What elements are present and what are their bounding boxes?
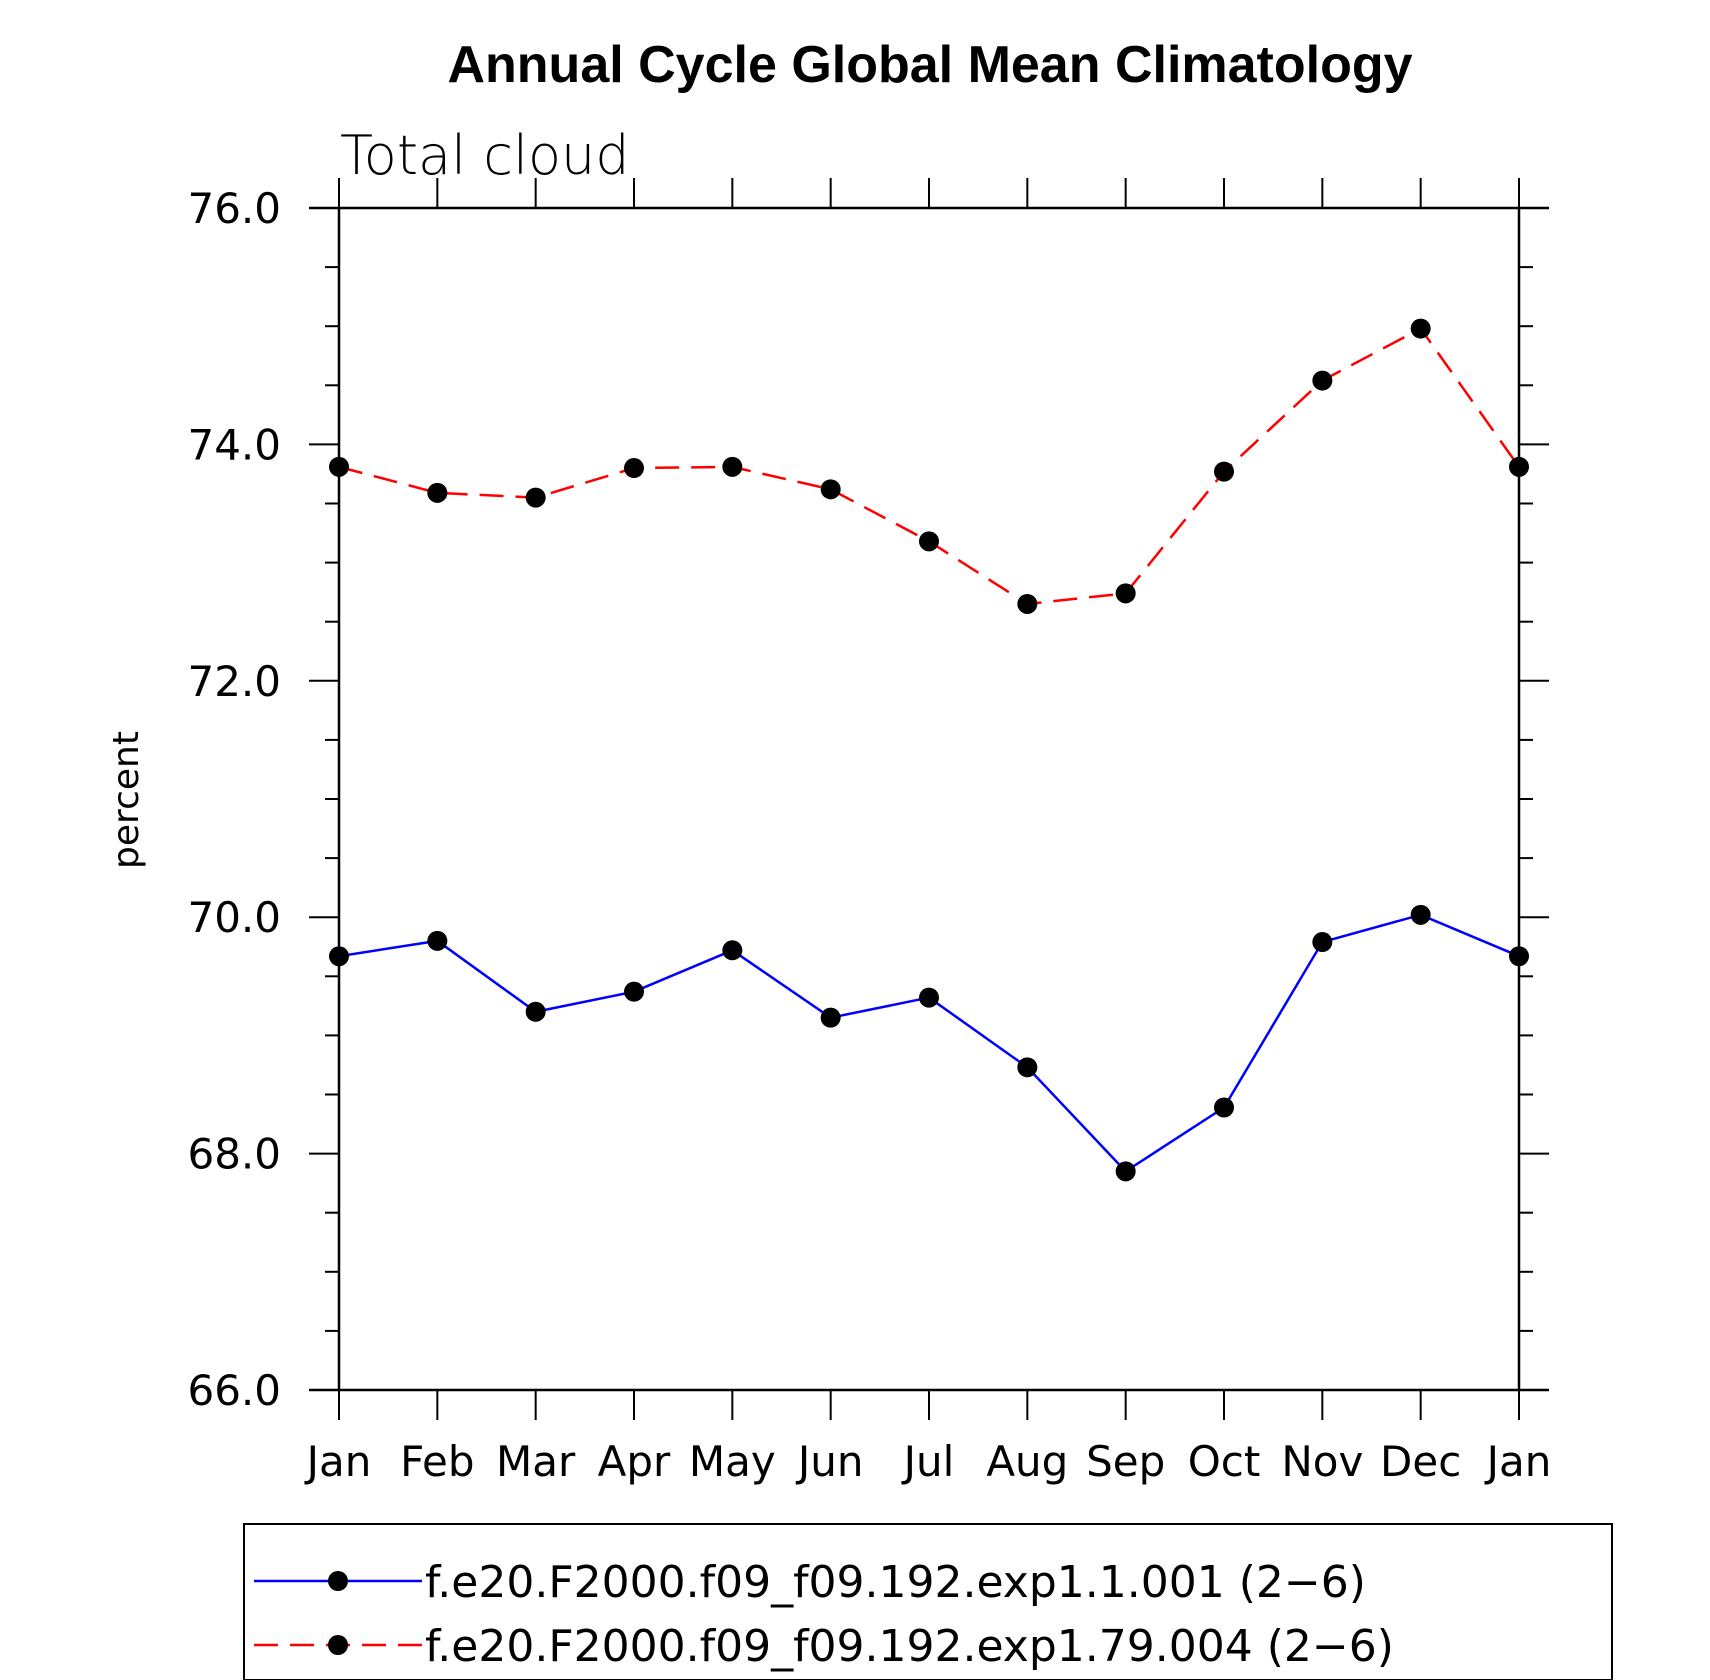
- x-tick-label: Dec: [1380, 1437, 1461, 1486]
- data-point: [820, 1007, 841, 1028]
- x-tick-label: Jul: [901, 1437, 955, 1486]
- y-tick-label: 72.0: [187, 657, 281, 706]
- legend-box: [243, 1523, 1613, 1680]
- y-tick-label: 70.0: [187, 893, 281, 942]
- legend-label-2: f.e20.F2000.f09_f09.192.exp1.79.004 (2−6…: [425, 1621, 1394, 1672]
- x-ticks: Jan Feb Mar Apr May Jun Jul Aug Sep Oct Nov Dec Jan: [304, 178, 1552, 1486]
- series-2: [329, 318, 1529, 614]
- data-point: [427, 930, 448, 951]
- x-tick-label: Apr: [598, 1437, 671, 1486]
- data-point: [1214, 461, 1234, 482]
- data-point: [329, 456, 349, 477]
- axes: [309, 206, 1549, 1392]
- data-point: [329, 946, 349, 967]
- x-tick-label: Jun: [795, 1437, 864, 1486]
- data-point: [1214, 1097, 1234, 1118]
- x-tick-label: Nov: [1281, 1437, 1363, 1486]
- data-point: [1115, 1161, 1136, 1182]
- data-point: [1312, 370, 1333, 391]
- series-line: [338, 326, 1521, 606]
- data-point: [1509, 456, 1529, 477]
- y-ticks: 66.0 68.0 70.0 72.0 74.0 76.0: [187, 184, 1549, 1415]
- data-point: [919, 987, 939, 1008]
- data-point: [1410, 318, 1431, 339]
- data-point: [525, 1001, 546, 1022]
- y-tick-label: 76.0: [187, 184, 281, 233]
- data-point: [722, 940, 743, 961]
- chart-title: Annual Cycle Global Mean Climatology: [447, 36, 1412, 94]
- series-line: [338, 913, 1520, 1173]
- x-tick-label: Jan: [1484, 1437, 1552, 1486]
- chart-subtitle: Total cloud: [340, 124, 630, 187]
- data-point: [1017, 1057, 1038, 1078]
- data-point: [1509, 946, 1529, 967]
- data-point: [624, 458, 644, 479]
- y-axis-label: percent: [106, 731, 147, 869]
- x-tick-label: May: [689, 1437, 776, 1486]
- data-point: [1115, 583, 1136, 604]
- legend-marker-1: [328, 1571, 348, 1591]
- series-layer: [329, 318, 1529, 1182]
- x-tick-label: Sep: [1086, 1437, 1165, 1486]
- x-tick-label: Feb: [400, 1437, 474, 1486]
- data-point: [525, 487, 546, 508]
- legend-label-1: f.e20.F2000.f09_f09.192.exp1.1.001 (2−6): [425, 1557, 1366, 1608]
- y-tick-label: 66.0: [187, 1366, 281, 1415]
- data-point: [624, 981, 644, 1002]
- data-point: [919, 531, 939, 552]
- x-tick-label: Jan: [304, 1437, 372, 1486]
- x-tick-label: Aug: [986, 1437, 1068, 1486]
- data-point: [1410, 904, 1431, 925]
- data-point: [820, 479, 841, 500]
- y-tick-label: 74.0: [187, 420, 281, 469]
- data-point: [722, 456, 743, 477]
- y-tick-label: 68.0: [187, 1130, 281, 1179]
- x-tick-label: Oct: [1188, 1437, 1261, 1486]
- data-point: [1312, 932, 1333, 953]
- legend: f.e20.F2000.f09_f09.192.exp1.1.001 (2−6)…: [243, 1523, 1613, 1680]
- data-point: [1017, 593, 1038, 614]
- legend-marker-2: [328, 1635, 348, 1655]
- data-point: [427, 482, 448, 503]
- x-tick-label: Mar: [496, 1437, 576, 1486]
- series-1: [329, 904, 1529, 1182]
